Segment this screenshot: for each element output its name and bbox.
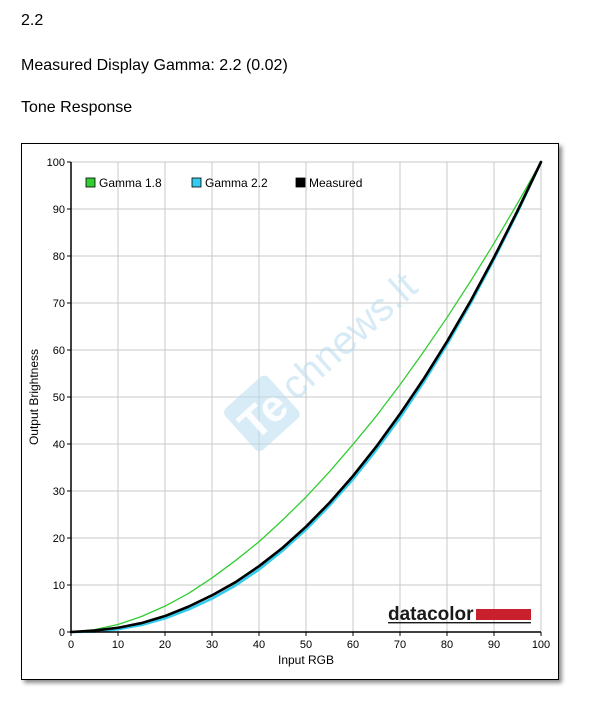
x-tick-label: 40: [253, 639, 265, 651]
x-tick-label: 30: [206, 639, 218, 651]
measured-gamma-label: Measured Display Gamma: 2.2 (0.02): [21, 57, 288, 74]
legend-swatch: [85, 177, 96, 188]
y-tick-label: 100: [47, 157, 65, 169]
legend-swatch: [191, 177, 202, 188]
legend-label: Measured: [309, 176, 362, 190]
legend-label: Gamma 2.2: [205, 176, 268, 190]
x-tick-label: 50: [300, 639, 312, 651]
datacolor-logo: datacolor: [388, 604, 531, 625]
tone-response-chart: Te chnews.lt 0 10 20 30 40 50 60 70 80 90 100 0 10 20…: [21, 143, 559, 680]
x-tick-label: 60: [347, 639, 359, 651]
x-tick-label: 90: [488, 639, 500, 651]
chart-canvas: Te chnews.lt 0 10 20 30 40 50 60 70 80 90 100 0 10 20…: [27, 157, 551, 667]
legend-swatch: [295, 177, 306, 188]
y-tick-label: 50: [53, 392, 65, 404]
y-tick-label: 0: [59, 627, 65, 639]
brand-name: datacolor: [388, 604, 474, 625]
y-tick-label: 80: [53, 251, 65, 263]
series-line-measured: [69, 160, 543, 634]
series-line-gamma-1-8: [70, 161, 542, 633]
y-tick-label: 40: [53, 439, 65, 451]
tick-labels: 0 10 20 30 40 50 60 70 80 90 100 0 10 20 30 40 50 60 70 80 9…: [47, 157, 551, 651]
y-tick-label: 10: [53, 580, 65, 592]
watermark-badge: [224, 375, 300, 452]
watermark-text: chnews.lt: [272, 264, 425, 408]
axes: [67, 161, 542, 636]
x-tick-label: 100: [532, 639, 550, 651]
y-tick-label: 20: [53, 533, 65, 545]
y-tick-label: 30: [53, 486, 65, 498]
y-tick-label: 70: [53, 298, 65, 310]
x-tick-label: 10: [112, 639, 124, 651]
brand-accent-bar: [476, 609, 531, 620]
x-axis-title: Input RGB: [278, 653, 334, 667]
x-tick-label: 0: [68, 639, 74, 651]
x-tick-label: 80: [441, 639, 453, 651]
x-tick-label: 70: [394, 639, 406, 651]
section-title: Tone Response: [21, 99, 133, 116]
legend: Gamma 1.8 Gamma 2.2 Measured: [85, 176, 362, 190]
y-tick-label: 90: [53, 204, 65, 216]
y-axis-title: Output Brightness: [27, 349, 41, 445]
y-tick-label: 60: [53, 345, 65, 357]
legend-label: Gamma 1.8: [99, 176, 162, 190]
watermark: Te chnews.lt: [224, 264, 426, 452]
series-group: [69, 160, 543, 634]
x-tick-label: 20: [159, 639, 171, 651]
gamma-target-label: 2.2: [21, 12, 44, 29]
brand-underline: [388, 622, 531, 624]
